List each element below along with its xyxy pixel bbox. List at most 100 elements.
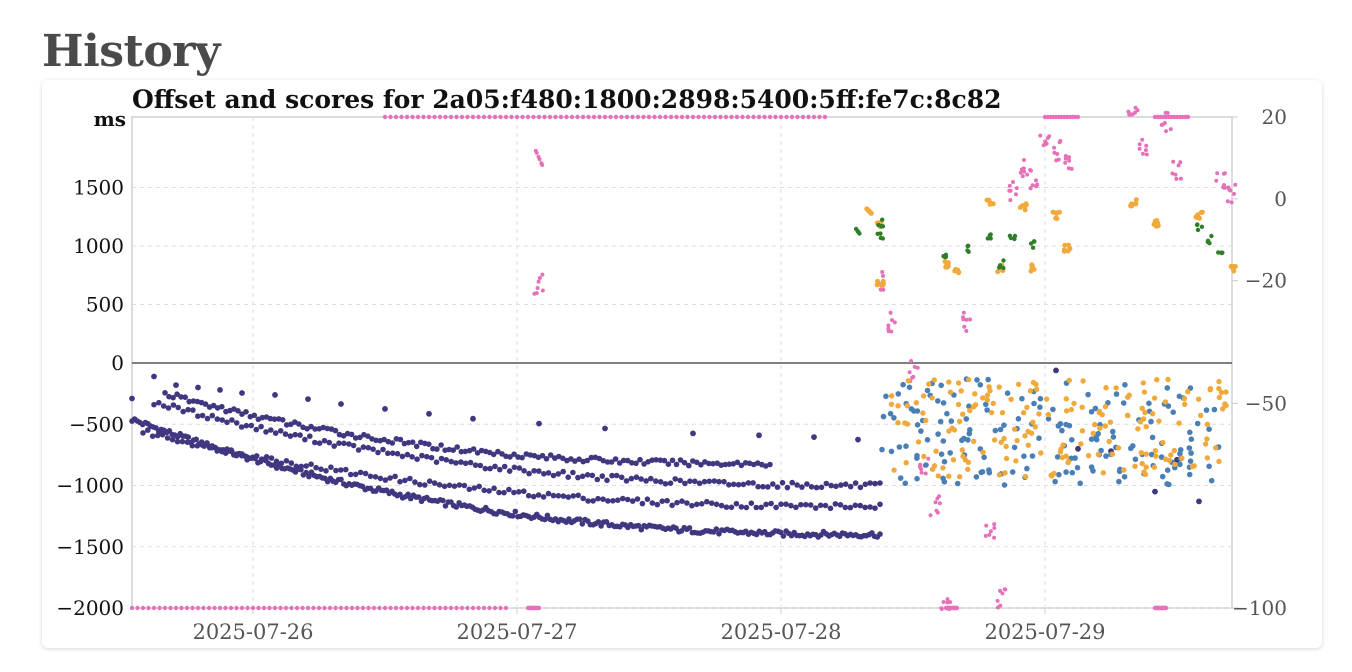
score-4-point bbox=[487, 115, 491, 119]
score-1-point bbox=[1002, 482, 1008, 488]
score-1-point bbox=[1069, 437, 1075, 443]
offset-point bbox=[536, 468, 542, 474]
score-1-point bbox=[925, 388, 931, 394]
score-2-point bbox=[1213, 445, 1218, 450]
score-1-point bbox=[964, 416, 970, 422]
score-4-point bbox=[251, 606, 255, 610]
offset-point bbox=[516, 489, 522, 495]
offset-point bbox=[481, 488, 487, 494]
score-2-point bbox=[1208, 387, 1213, 392]
score-4-point bbox=[680, 115, 684, 119]
offset-point bbox=[165, 435, 171, 441]
score-1-point bbox=[1059, 428, 1065, 434]
score-4-point bbox=[471, 606, 475, 610]
offset-point bbox=[338, 467, 344, 473]
score-1-point bbox=[900, 382, 906, 388]
score-4-point bbox=[454, 606, 458, 610]
score-4-point bbox=[1025, 173, 1029, 177]
offset-point bbox=[653, 478, 659, 484]
offset-point bbox=[803, 502, 809, 508]
score-2-point bbox=[957, 474, 962, 479]
score-4-point bbox=[1138, 147, 1142, 151]
offset-point bbox=[507, 468, 513, 474]
score-1-point bbox=[1150, 435, 1156, 441]
score-1-point bbox=[1103, 453, 1109, 459]
score-1-point bbox=[1058, 421, 1064, 427]
score-2-point bbox=[1163, 399, 1168, 404]
score-3-point bbox=[988, 233, 992, 237]
score-4-point bbox=[449, 115, 453, 119]
score-1-point bbox=[1095, 431, 1101, 437]
offset-point bbox=[687, 478, 693, 484]
offset-point bbox=[811, 434, 817, 440]
score-2-point bbox=[1000, 410, 1005, 415]
score-1-point bbox=[1024, 466, 1030, 472]
offset-point bbox=[724, 504, 730, 510]
score-2-point bbox=[1030, 264, 1035, 269]
x-tick-label: 2025-07-28 bbox=[720, 620, 841, 644]
score-4-point bbox=[410, 115, 414, 119]
score-2-point bbox=[1064, 408, 1069, 413]
score-4-point bbox=[1228, 189, 1232, 193]
offset-point bbox=[308, 461, 314, 467]
score-3-point bbox=[1196, 228, 1200, 232]
offset-point bbox=[736, 482, 742, 488]
offset-point bbox=[279, 461, 285, 467]
score-2-point bbox=[997, 472, 1002, 477]
score-2-point bbox=[1080, 428, 1085, 433]
score-4-point bbox=[935, 497, 939, 501]
offset-point bbox=[843, 505, 849, 511]
score-4-point bbox=[454, 115, 458, 119]
score-4-point bbox=[887, 329, 891, 333]
offset-point bbox=[551, 473, 557, 479]
offset-point bbox=[407, 476, 413, 482]
offset-point bbox=[867, 504, 873, 510]
offset-point bbox=[629, 476, 635, 482]
offset-point bbox=[684, 500, 690, 506]
score-4-point bbox=[482, 115, 486, 119]
score-4-point bbox=[394, 606, 398, 610]
score-2-point bbox=[902, 420, 907, 425]
offset-point bbox=[412, 479, 418, 485]
score-2-point bbox=[1103, 423, 1108, 428]
score-2-point bbox=[943, 265, 948, 270]
score-4-point bbox=[1038, 134, 1042, 138]
score-3-point bbox=[1001, 266, 1005, 270]
score-2-point bbox=[930, 467, 935, 472]
x-tick-label: 2025-07-29 bbox=[984, 620, 1105, 644]
score-4-point bbox=[1055, 152, 1059, 156]
score-2-point bbox=[997, 384, 1002, 389]
offset-point bbox=[307, 433, 313, 439]
offset-point bbox=[462, 483, 468, 489]
offset-point bbox=[437, 482, 443, 488]
offset-point bbox=[519, 455, 525, 461]
score-2-point bbox=[1107, 439, 1112, 444]
score-2-point bbox=[1024, 202, 1029, 207]
offset-point bbox=[454, 444, 460, 450]
score-1-point bbox=[1010, 469, 1016, 475]
score-4-point bbox=[962, 325, 966, 329]
offset-point bbox=[734, 501, 740, 507]
score-2-point bbox=[1125, 395, 1130, 400]
offset-point bbox=[544, 456, 550, 462]
offset-point bbox=[390, 440, 396, 446]
offset-point bbox=[302, 437, 308, 443]
score-2-point bbox=[1103, 404, 1108, 409]
offset-point bbox=[872, 481, 878, 487]
offset-point bbox=[151, 374, 157, 380]
chart-title: Offset and scores for 2a05:f480:1800:289… bbox=[132, 85, 1001, 114]
score-4-point bbox=[493, 115, 497, 119]
offset-point bbox=[185, 407, 191, 413]
left-y-tick-label: −500 bbox=[69, 412, 124, 436]
score-4-point bbox=[541, 289, 545, 293]
offset-point bbox=[704, 499, 710, 505]
offset-point bbox=[414, 456, 420, 462]
offset-point bbox=[224, 446, 230, 452]
offset-point bbox=[497, 467, 503, 473]
offset-point bbox=[536, 492, 542, 498]
offset-point bbox=[575, 475, 581, 481]
score-4-point bbox=[526, 115, 530, 119]
score-4-point bbox=[998, 604, 1002, 608]
score-4-point bbox=[1015, 186, 1019, 190]
score-4-point bbox=[482, 606, 486, 610]
